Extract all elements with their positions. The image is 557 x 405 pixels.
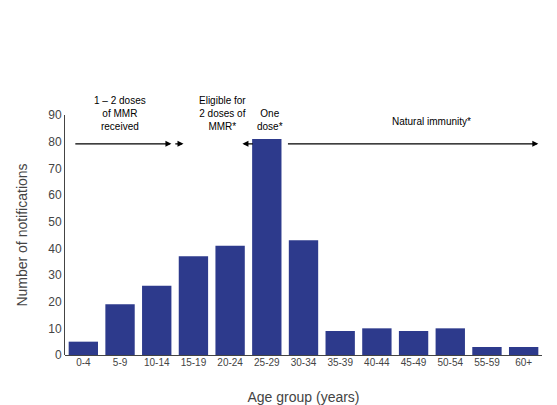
svg-text:10-14: 10-14 [144,357,170,368]
svg-text:15-19: 15-19 [181,357,207,368]
svg-text:90: 90 [48,108,62,122]
svg-text:0: 0 [55,348,62,362]
svg-text:80: 80 [48,135,62,149]
svg-text:50-54: 50-54 [437,357,463,368]
svg-text:Onedose*: Onedose* [257,108,283,132]
svg-text:20: 20 [48,295,62,309]
svg-text:60: 60 [48,188,62,202]
svg-text:40-44: 40-44 [364,357,390,368]
svg-text:10: 10 [48,322,62,336]
svg-text:0-4: 0-4 [76,357,91,368]
svg-text:55-59: 55-59 [474,357,500,368]
svg-text:50: 50 [48,215,62,229]
svg-text:70: 70 [48,162,62,176]
svg-text:35-39: 35-39 [327,357,353,368]
svg-text:Number of notifications: Number of notifications [14,163,30,306]
svg-text:25-29: 25-29 [254,357,280,368]
svg-text:60+: 60+ [515,357,532,368]
svg-text:Natural immunity*: Natural immunity* [392,116,471,127]
svg-text:Age group (years): Age group (years) [247,389,359,405]
svg-text:Eligible for2 doses ofMMR*: Eligible for2 doses ofMMR* [199,95,246,132]
svg-text:1 – 2 dosesof MMRreceived: 1 – 2 dosesof MMRreceived [94,95,146,132]
svg-text:45-49: 45-49 [401,357,427,368]
svg-text:30: 30 [48,268,62,282]
svg-text:5-9: 5-9 [113,357,128,368]
svg-text:20-24: 20-24 [217,357,243,368]
svg-text:30-34: 30-34 [291,357,317,368]
svg-text:40: 40 [48,242,62,256]
